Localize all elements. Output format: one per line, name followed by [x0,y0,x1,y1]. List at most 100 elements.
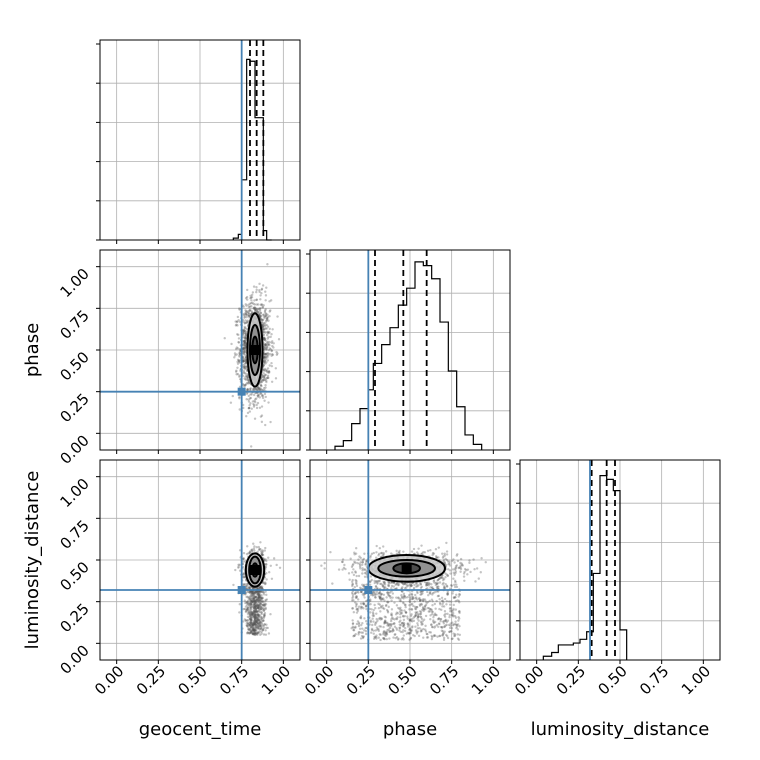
sample-point [257,604,260,608]
sample-point [428,591,431,595]
sample-point [238,352,241,355]
sample-point [255,620,258,623]
sample-point [442,581,445,585]
sample-point [377,636,380,639]
sample-point [420,608,424,612]
sample-point [444,557,447,561]
sample-point [249,600,253,603]
sample-point [252,307,255,310]
sample-point [384,619,387,623]
x-tick-label: 0.75 [216,662,252,698]
sample-point [255,616,259,620]
sample-point [355,602,358,605]
sample-point [426,583,429,586]
sample-point [251,612,254,616]
sample-point [355,595,358,599]
sample-point [250,591,253,595]
sample-point [408,618,412,621]
sample-point [397,583,400,587]
sample-point [251,632,255,636]
sample-point [249,612,252,616]
sample-point [261,624,264,627]
sample-point [246,376,249,379]
sample-point [261,374,265,378]
sample-point [246,319,249,322]
sample-point [408,631,411,635]
sample-point [244,367,248,371]
sample-point [267,319,270,322]
sample-point [260,414,264,417]
sample-point [261,619,265,622]
sample-point [251,311,254,314]
sample-point [237,333,240,337]
sample-point [431,586,434,589]
sample-point [252,628,255,631]
sample-point [411,617,414,620]
sample-point [259,317,263,321]
sample-point [247,602,251,606]
sample-point [382,630,385,634]
sample-point [264,327,267,330]
sample-point [259,608,263,611]
y-tick-label: 1.00 [56,265,92,301]
sample-point [402,582,405,586]
sample-point [262,375,266,379]
sample-point [263,392,267,396]
sample-point [255,309,259,313]
sample-point [263,623,266,626]
sample-point [382,580,385,583]
sample-point [259,550,263,553]
sample-point [242,364,245,367]
sample-point [256,592,260,595]
sample-point [420,629,423,633]
sample-point [268,327,271,331]
sample-point [250,623,254,626]
sample-point [238,354,241,357]
sample-point [385,596,388,599]
sample-point [265,316,269,320]
sample-point [400,595,404,599]
sample-point [387,628,390,631]
sample-point [252,619,256,623]
sample-point [264,603,268,606]
sample-point [361,622,364,625]
sample-point [253,632,257,635]
sample-point [372,551,376,555]
sample-point [254,310,257,313]
sample-point [440,576,443,580]
sample-point [259,311,262,315]
sample-point [429,608,432,611]
sample-point [266,325,270,328]
sample-point [250,548,253,552]
sample-point [405,632,408,635]
sample-point [375,621,378,624]
sample-point [267,343,270,346]
sample-point [252,629,255,632]
sample-point [249,631,252,635]
sample-point [263,359,267,363]
sample-point [358,555,361,558]
sample-point [255,632,258,635]
sample-point [243,607,246,611]
sample-point [384,634,387,638]
sample-point [369,598,372,601]
sample-point [250,593,254,596]
sample-point [381,585,385,588]
sample-point [254,607,257,611]
sample-point [262,304,265,307]
sample-point [242,359,245,363]
sample-point [455,626,458,630]
sample-point [386,622,389,625]
sample-point [268,343,271,347]
sample-point [257,593,260,596]
sample-point [372,620,375,623]
sample-point [246,610,250,613]
sample-point [257,625,261,629]
sample-point [381,554,385,557]
sample-point [264,563,268,566]
y-tick-label: 0.25 [56,600,92,636]
sample-point [261,319,264,322]
y-axis-label-luminosity-distance: luminosity_distance [22,471,43,650]
sample-point [450,584,454,587]
x-tick-label: 0.00 [91,662,127,698]
